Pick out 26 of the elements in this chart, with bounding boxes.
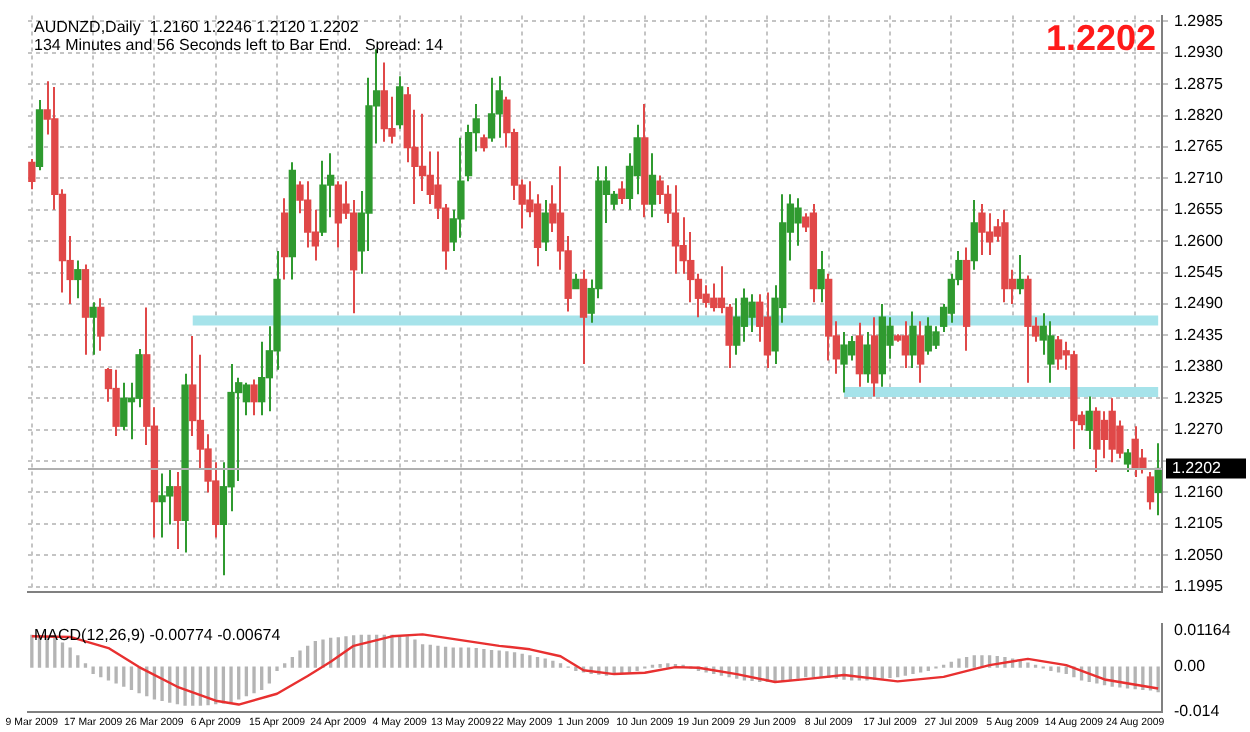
y-tick-label: 1.2875 — [1174, 74, 1225, 93]
y-tick-label: 1.1995 — [1174, 577, 1225, 596]
y-tick-label: 1.2325 — [1174, 388, 1225, 407]
y-tick-label: 1.2930 — [1174, 43, 1225, 62]
y-tick-label: 1.2050 — [1174, 545, 1225, 564]
y-tick-label: 1.2710 — [1174, 168, 1225, 187]
y-tick-label: 1.2435 — [1174, 325, 1225, 344]
y-tick-label: 1.2105 — [1174, 514, 1225, 533]
chart-title: MACD(12,26,9) -0.00774 -0.00674 — [34, 626, 282, 645]
annotation: 1.2202 — [1045, 17, 1156, 58]
chart-title: AUDNZD,Daily 1.2160 1.2246 1.2120 1.2202 — [34, 18, 360, 37]
y-tick-label: 1.2380 — [1174, 357, 1225, 376]
y-tick-label: 1.2985 — [1174, 11, 1225, 30]
y-tick-label: 1.2655 — [1174, 200, 1225, 219]
y-tick-label: 1.2600 — [1174, 231, 1225, 250]
y-tick-label: 0.00 — [1174, 657, 1207, 676]
y-tick-label: 1.2490 — [1174, 294, 1225, 313]
y-tick-label: 1.2160 — [1174, 482, 1225, 501]
ref-line-label: 1.2202 — [1172, 458, 1223, 477]
y-tick-label: 1.2545 — [1174, 263, 1225, 281]
y-tick-label: 1.2270 — [1174, 420, 1225, 439]
y-tick-label: 1.2765 — [1174, 137, 1225, 156]
y-tick-label: 1.2820 — [1174, 105, 1225, 124]
y-tick-label: -0.014 — [1174, 701, 1221, 720]
text: 134 Minutes and 56 Seconds left to Bar End. Spread: 14 — [34, 36, 445, 55]
y-tick-label: 0.01164 — [1174, 620, 1232, 639]
